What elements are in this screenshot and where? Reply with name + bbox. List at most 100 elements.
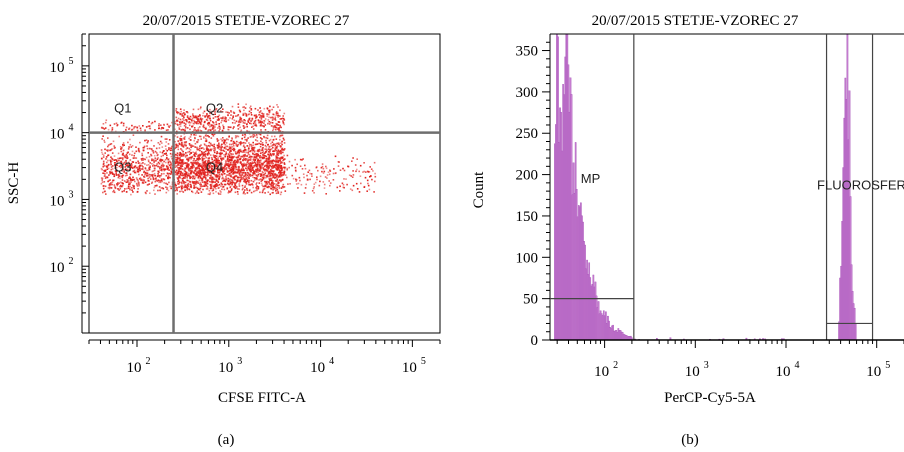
data-point: [121, 176, 124, 179]
data-point: [122, 154, 125, 157]
data-point: [249, 155, 252, 158]
data-point: [193, 116, 195, 119]
data-point: [194, 168, 197, 170]
data-point: [229, 156, 231, 158]
data-point: [116, 169, 118, 171]
data-point: [195, 162, 197, 164]
data-point: [235, 120, 238, 123]
data-point: [270, 159, 272, 162]
data-point: [269, 150, 271, 152]
data-point: [232, 116, 234, 118]
data-point: [246, 161, 249, 164]
data-point: [113, 123, 116, 125]
data-point: [133, 185, 135, 187]
data-point: [282, 122, 285, 124]
data-point: [217, 166, 219, 169]
data-point: [358, 191, 361, 193]
data-point: [257, 149, 259, 151]
data-point: [130, 178, 132, 181]
data-point: [193, 129, 196, 131]
data-point: [206, 109, 209, 111]
data-point: [169, 161, 172, 163]
data-point: [209, 192, 212, 194]
data-point: [116, 184, 119, 187]
data-point: [171, 164, 173, 167]
data-point: [236, 114, 239, 117]
data-point: [231, 137, 233, 139]
data-point: [221, 167, 223, 170]
data-point: [193, 129, 195, 131]
data-point: [248, 189, 251, 192]
data-point: [194, 192, 197, 195]
data-point: [179, 143, 181, 145]
data-point: [150, 122, 153, 125]
data-point: [237, 168, 240, 170]
data-point: [167, 173, 169, 175]
data-point: [175, 146, 177, 149]
data-point: [264, 168, 266, 171]
data-point: [282, 121, 284, 123]
data-point: [125, 154, 128, 156]
data-point: [250, 191, 253, 194]
data-point: [245, 114, 248, 116]
data-point: [162, 187, 165, 190]
data-point: [219, 166, 222, 168]
data-point: [246, 138, 248, 141]
data-point: [257, 159, 259, 162]
data-point: [246, 140, 248, 142]
data-point: [182, 174, 185, 177]
data-point: [244, 142, 247, 144]
data-point: [242, 150, 245, 152]
data-point: [168, 148, 170, 151]
data-point: [190, 171, 193, 174]
data-point: [211, 110, 214, 113]
data-point: [236, 160, 238, 163]
data-point: [217, 115, 220, 118]
data-point: [124, 188, 126, 190]
data-point: [203, 160, 205, 163]
data-point: [181, 113, 183, 115]
data-point: [247, 151, 249, 154]
data-point: [167, 129, 169, 131]
data-point: [201, 161, 204, 163]
data-point: [351, 189, 354, 192]
data-point: [304, 167, 307, 170]
data-point: [367, 171, 370, 173]
data-point: [188, 167, 190, 170]
data-point: [118, 165, 121, 168]
data-point: [171, 149, 173, 151]
data-point: [165, 141, 168, 143]
data-point: [272, 128, 275, 130]
data-point: [243, 151, 245, 153]
data-point: [209, 193, 211, 196]
data-point: [240, 169, 242, 171]
data-point: [169, 124, 172, 127]
data-point: [343, 169, 346, 172]
data-point: [204, 161, 206, 163]
data-point: [121, 158, 124, 161]
data-point: [215, 121, 217, 123]
data-point: [196, 141, 199, 144]
data-point: [219, 151, 222, 154]
data-point: [276, 152, 279, 154]
data-point: [359, 164, 362, 167]
data-point: [192, 113, 194, 115]
data-point: [248, 148, 250, 150]
data-point: [143, 180, 145, 183]
data-point: [275, 159, 277, 162]
data-point: [133, 187, 135, 190]
data-point: [177, 148, 180, 151]
data-point: [280, 158, 282, 161]
data-point: [280, 166, 283, 168]
data-point: [103, 165, 106, 167]
data-point: [249, 184, 252, 186]
data-point: [126, 155, 128, 157]
histogram-gates: MPFLUOROSFERE: [550, 34, 904, 340]
data-point: [197, 129, 199, 131]
data-point: [283, 154, 285, 157]
data-point: [137, 171, 139, 173]
data-point: [147, 140, 149, 142]
data-point: [246, 169, 248, 172]
data-point: [131, 164, 133, 167]
data-point: [134, 180, 136, 183]
